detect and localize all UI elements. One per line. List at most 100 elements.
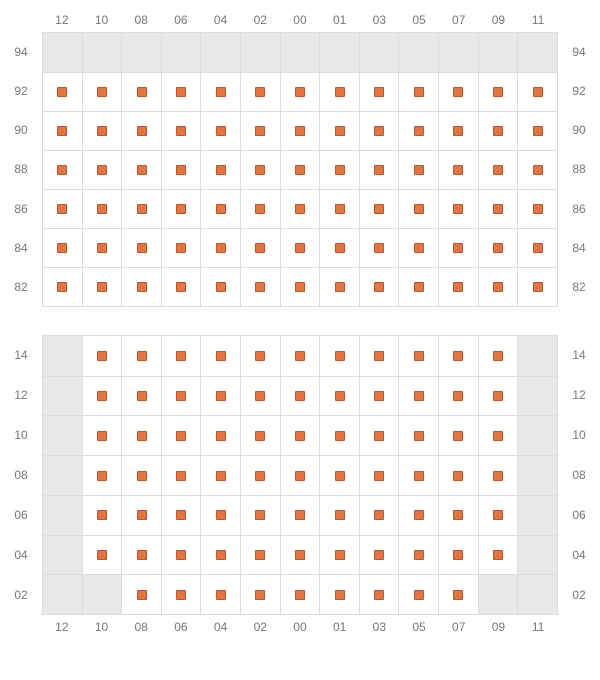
seat-cell[interactable] xyxy=(200,336,240,376)
seat-cell[interactable] xyxy=(161,189,201,228)
seat-cell[interactable] xyxy=(161,150,201,189)
seat-cell[interactable] xyxy=(478,267,518,306)
seat-cell[interactable] xyxy=(43,72,82,111)
seat-cell[interactable] xyxy=(359,535,399,575)
seat-cell[interactable] xyxy=(319,267,359,306)
seat-cell[interactable] xyxy=(319,574,359,614)
seat-cell[interactable] xyxy=(43,189,82,228)
seat-cell[interactable] xyxy=(280,376,320,416)
seat-cell[interactable] xyxy=(438,228,478,267)
seat-cell[interactable] xyxy=(200,495,240,535)
seat-cell[interactable] xyxy=(517,72,557,111)
seat-cell[interactable] xyxy=(478,376,518,416)
seat-cell[interactable] xyxy=(200,189,240,228)
seat-cell[interactable] xyxy=(82,495,122,535)
seat-cell[interactable] xyxy=(319,150,359,189)
seat-cell[interactable] xyxy=(319,495,359,535)
seat-cell[interactable] xyxy=(82,72,122,111)
seat-cell[interactable] xyxy=(240,574,280,614)
seat-cell[interactable] xyxy=(121,111,161,150)
seat-cell[interactable] xyxy=(161,455,201,495)
seat-cell[interactable] xyxy=(121,267,161,306)
seat-cell[interactable] xyxy=(43,228,82,267)
seat-cell[interactable] xyxy=(200,72,240,111)
seat-cell[interactable] xyxy=(478,336,518,376)
seat-cell[interactable] xyxy=(280,455,320,495)
seat-cell[interactable] xyxy=(240,150,280,189)
seat-cell[interactable] xyxy=(319,336,359,376)
seat-cell[interactable] xyxy=(438,72,478,111)
seat-cell[interactable] xyxy=(438,111,478,150)
seat-cell[interactable] xyxy=(121,376,161,416)
seat-cell[interactable] xyxy=(240,336,280,376)
seat-cell[interactable] xyxy=(438,535,478,575)
seat-cell[interactable] xyxy=(200,228,240,267)
seat-cell[interactable] xyxy=(121,228,161,267)
seat-cell[interactable] xyxy=(517,111,557,150)
seat-cell[interactable] xyxy=(121,574,161,614)
seat-cell[interactable] xyxy=(121,72,161,111)
seat-cell[interactable] xyxy=(280,495,320,535)
seat-cell[interactable] xyxy=(478,111,518,150)
seat-cell[interactable] xyxy=(359,574,399,614)
seat-cell[interactable] xyxy=(161,574,201,614)
seat-cell[interactable] xyxy=(161,228,201,267)
seat-cell[interactable] xyxy=(359,228,399,267)
seat-cell[interactable] xyxy=(319,111,359,150)
seat-cell[interactable] xyxy=(240,267,280,306)
seat-cell[interactable] xyxy=(398,150,438,189)
seat-cell[interactable] xyxy=(161,72,201,111)
seat-cell[interactable] xyxy=(161,267,201,306)
seat-cell[interactable] xyxy=(121,189,161,228)
seat-cell[interactable] xyxy=(200,455,240,495)
seat-cell[interactable] xyxy=(359,455,399,495)
seat-cell[interactable] xyxy=(319,415,359,455)
seat-cell[interactable] xyxy=(200,150,240,189)
seat-cell[interactable] xyxy=(398,111,438,150)
seat-cell[interactable] xyxy=(240,111,280,150)
seat-cell[interactable] xyxy=(280,111,320,150)
seat-cell[interactable] xyxy=(161,336,201,376)
seat-cell[interactable] xyxy=(240,455,280,495)
seat-cell[interactable] xyxy=(82,111,122,150)
seat-cell[interactable] xyxy=(517,228,557,267)
seat-cell[interactable] xyxy=(121,336,161,376)
seat-cell[interactable] xyxy=(478,455,518,495)
seat-cell[interactable] xyxy=(319,228,359,267)
seat-cell[interactable] xyxy=(438,267,478,306)
seat-cell[interactable] xyxy=(359,336,399,376)
seat-cell[interactable] xyxy=(359,376,399,416)
seat-cell[interactable] xyxy=(359,415,399,455)
seat-cell[interactable] xyxy=(121,495,161,535)
seat-cell[interactable] xyxy=(478,150,518,189)
seat-cell[interactable] xyxy=(200,267,240,306)
seat-cell[interactable] xyxy=(200,415,240,455)
seat-cell[interactable] xyxy=(121,150,161,189)
seat-cell[interactable] xyxy=(359,72,399,111)
seat-cell[interactable] xyxy=(478,72,518,111)
seat-cell[interactable] xyxy=(280,72,320,111)
seat-cell[interactable] xyxy=(121,535,161,575)
seat-cell[interactable] xyxy=(438,455,478,495)
seat-cell[interactable] xyxy=(398,189,438,228)
seat-cell[interactable] xyxy=(398,267,438,306)
seat-cell[interactable] xyxy=(82,336,122,376)
seat-cell[interactable] xyxy=(438,495,478,535)
seat-cell[interactable] xyxy=(280,228,320,267)
seat-cell[interactable] xyxy=(319,455,359,495)
seat-cell[interactable] xyxy=(478,415,518,455)
seat-cell[interactable] xyxy=(161,376,201,416)
seat-cell[interactable] xyxy=(82,228,122,267)
seat-cell[interactable] xyxy=(280,415,320,455)
seat-cell[interactable] xyxy=(438,150,478,189)
seat-cell[interactable] xyxy=(82,455,122,495)
seat-cell[interactable] xyxy=(478,228,518,267)
seat-cell[interactable] xyxy=(398,415,438,455)
seat-cell[interactable] xyxy=(200,574,240,614)
seat-cell[interactable] xyxy=(82,376,122,416)
seat-cell[interactable] xyxy=(240,495,280,535)
seat-cell[interactable] xyxy=(161,111,201,150)
seat-cell[interactable] xyxy=(161,495,201,535)
seat-cell[interactable] xyxy=(121,415,161,455)
seat-cell[interactable] xyxy=(398,376,438,416)
